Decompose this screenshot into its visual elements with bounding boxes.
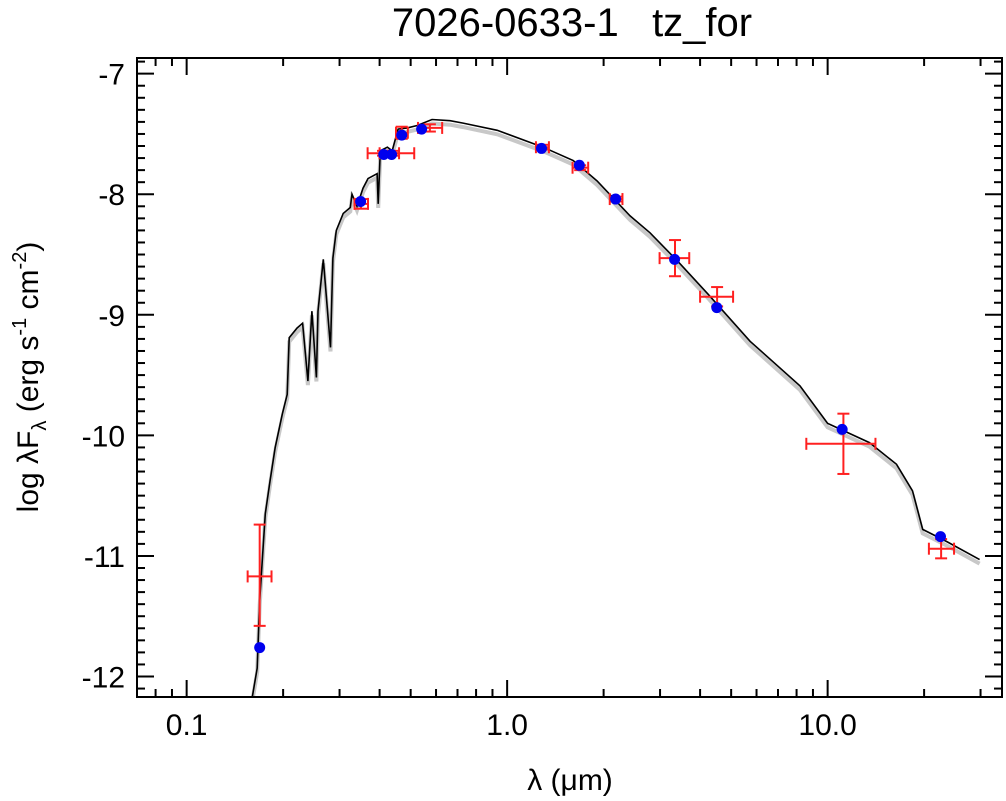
model-photometry-point: [935, 531, 947, 543]
y-axis-label: log λFλ (erg s-1 cm-2): [9, 242, 51, 513]
model-photometry-point: [416, 123, 428, 135]
model-photometry-point: [711, 302, 723, 314]
model-photometry-point: [386, 148, 398, 160]
y-tick-label: -10: [82, 420, 125, 453]
model-curve: [251, 118, 980, 697]
y-tick-label: -11: [84, 541, 125, 574]
model-photometry-point: [378, 148, 390, 160]
x-tick-label: 0.1: [166, 709, 208, 742]
model-photometry-point: [836, 423, 848, 435]
model-photometry-point: [535, 142, 547, 154]
chart-title: 7026-0633-1 tz_for: [392, 1, 752, 45]
model-photometry-point: [669, 253, 681, 265]
y-tick-label: -8: [98, 179, 125, 212]
y-tick-label: -9: [98, 300, 125, 333]
model-photometry-point: [254, 642, 266, 654]
model-photometry-point: [396, 129, 408, 141]
model-photometry-point: [355, 195, 367, 207]
x-axis-label: λ (μm): [527, 764, 613, 797]
x-tick-label: 10.0: [798, 709, 856, 742]
model-photometry-point: [610, 193, 622, 205]
observed-errorbar: [805, 412, 877, 475]
x-tick-label: 1.0: [486, 709, 528, 742]
y-tick-label: -7: [98, 59, 125, 92]
observed-errorbar: [246, 523, 273, 627]
y-tick-label: -12: [82, 662, 125, 695]
model-photometry-point: [573, 159, 585, 171]
model-curve-shadow: [250, 121, 981, 697]
plot-frame: [136, 57, 1003, 698]
